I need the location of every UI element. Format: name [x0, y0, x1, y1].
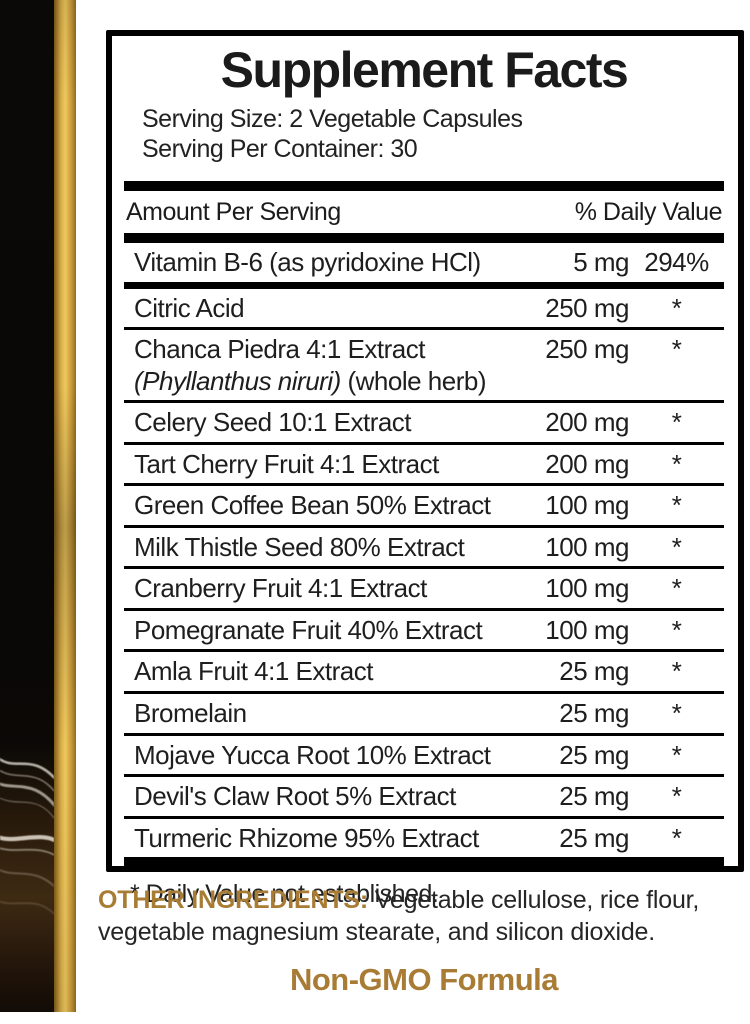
ingredient-amount: 100 mg	[545, 490, 629, 521]
ingredient-name: Chanca Piedra 4:1 Extract (Phyllanthus ni…	[134, 334, 486, 396]
gold-stripe	[54, 0, 76, 1012]
table-row: Milk Thistle Seed 80% Extract 100 mg *	[124, 528, 724, 570]
ingredient-daily-value: *	[671, 292, 682, 323]
ingredient-amount: 5 mg	[573, 247, 629, 277]
ingredient-daily-value: *	[671, 407, 682, 438]
ingredient-amount: 100 mg	[545, 614, 629, 645]
ingredient-daily-value: *	[671, 698, 682, 729]
ingredient-daily-value: *	[671, 531, 682, 562]
table-row: Celery Seed 10:1 Extract 200 mg *	[124, 403, 724, 445]
servings-per-container: Serving Per Container: 30	[142, 134, 418, 163]
ingredient-amount: 25 mg	[559, 739, 629, 770]
amount-per-serving-header: Amount Per Serving	[126, 198, 341, 226]
ingredient-amount: 200 mg	[545, 407, 629, 438]
daily-value-header: % Daily Value	[574, 198, 723, 226]
ingredient-amount: 25 mg	[559, 822, 629, 853]
ingredient-amount: 250 mg	[545, 334, 629, 365]
ingredient-name: Milk Thistle Seed 80% Extract	[134, 531, 465, 562]
ingredient-name: Mojave Yucca Root 10% Extract	[134, 739, 491, 770]
silk-streaks-graphic	[0, 740, 54, 1012]
other-ingredients-line1: OTHER INGREDIENTS: Vegetable cellulose, …	[98, 884, 750, 916]
table-row: Citric Acid 250 mg *	[124, 289, 724, 331]
ingredient-daily-value: *	[671, 781, 682, 812]
table-row: Tart Cherry Fruit 4:1 Extract 200 mg *	[124, 445, 724, 487]
other-ingredients-label: OTHER INGREDIENTS:	[98, 886, 369, 914]
ingredient-name: Cranberry Fruit 4:1 Extract	[134, 573, 427, 604]
ingredient-amount: 25 mg	[559, 698, 629, 729]
ingredient-daily-value: *	[671, 448, 682, 479]
daily-value-footnote: * Daily Value not established.	[130, 880, 439, 909]
supplement-facts-panel: Supplement Facts Serving Size: 2 Vegetab…	[106, 30, 744, 908]
serving-info: Serving Size: 2 Vegetable Capsules Servi…	[142, 105, 724, 164]
table-row: Vitamin B-6 (as pyridoxine HCl) 5 mg 294%	[124, 243, 724, 289]
ingredient-amount: 100 mg	[545, 531, 629, 562]
other-ingredients-line2: vegetable magnesium stearate, and silico…	[98, 918, 656, 946]
ingredient-amount: 200 mg	[545, 448, 629, 479]
serving-size: Serving Size: 2 Vegetable Capsules	[142, 105, 523, 133]
ingredient-name: Amla Fruit 4:1 Extract	[134, 656, 373, 687]
table-row: Mojave Yucca Root 10% Extract 25 mg *	[124, 736, 724, 778]
ingredient-daily-value: 294%	[644, 247, 709, 277]
divider-thick	[124, 857, 724, 868]
divider-thick	[124, 181, 724, 191]
ingredient-daily-value: *	[671, 490, 682, 521]
table-row: Cranberry Fruit 4:1 Extract 100 mg *	[124, 569, 724, 611]
table-row: Chanca Piedra 4:1 Extract (Phyllanthus ni…	[124, 330, 724, 404]
ingredient-daily-value: *	[671, 739, 682, 770]
ingredient-name: Devil's Claw Root 5% Extract	[134, 781, 456, 812]
divider-thick	[124, 233, 724, 243]
ingredient-amount: 25 mg	[559, 781, 629, 812]
bottle-edge-dark	[0, 0, 54, 1012]
table-row: Green Coffee Bean 50% Extract 100 mg *	[124, 486, 724, 528]
ingredient-name: Turmeric Rhizome 95% Extract	[134, 822, 479, 853]
table-row: Amla Fruit 4:1 Extract 25 mg *	[124, 652, 724, 695]
non-gmo-formula: Non-GMO Formula	[289, 962, 559, 997]
ingredient-daily-value: *	[671, 614, 682, 645]
table-row: Turmeric Rhizome 95% Extract 25 mg *	[124, 819, 724, 858]
ingredient-amount: 100 mg	[545, 573, 629, 604]
ingredient-name: Celery Seed 10:1 Extract	[134, 407, 412, 438]
ingredient-daily-value: *	[671, 573, 682, 604]
table-row: Bromelain 25 mg *	[124, 694, 724, 736]
other-ingredients-section: OTHER INGREDIENTS: Vegetable cellulose, …	[98, 884, 750, 1000]
ingredient-amount: 250 mg	[545, 292, 629, 323]
ingredient-name: Pomegranate Fruit 40% Extract	[134, 614, 483, 645]
ingredient-name: Green Coffee Bean 50% Extract	[134, 490, 491, 521]
ingredient-name: Vitamin B-6 (as pyridoxine HCl)	[134, 247, 481, 277]
ingredient-name: Bromelain	[134, 698, 247, 729]
ingredient-daily-value: *	[671, 822, 682, 853]
table-header-row: Amount Per Serving % Daily Value	[124, 191, 724, 233]
ingredient-name: Citric Acid	[134, 292, 245, 323]
ingredient-rows: Vitamin B-6 (as pyridoxine HCl) 5 mg 294% C…	[124, 243, 724, 857]
other-ingredients-text: Vegetable cellulose, rice flour,	[368, 886, 700, 914]
facts-content: Supplement Facts Serving Size: 2 Vegetab…	[112, 43, 738, 909]
ingredient-daily-value: *	[671, 656, 682, 687]
silk-streaks-icon	[0, 757, 54, 916]
table-row: Pomegranate Fruit 40% Extract 100 mg *	[124, 611, 724, 653]
ingredient-amount: 25 mg	[559, 656, 629, 687]
table-row: Devil's Claw Root 5% Extract 25 mg *	[124, 777, 724, 819]
ingredient-daily-value: *	[671, 334, 682, 365]
facts-title: Supplement Facts	[220, 42, 629, 98]
ingredient-name: Tart Cherry Fruit 4:1 Extract	[134, 448, 439, 479]
